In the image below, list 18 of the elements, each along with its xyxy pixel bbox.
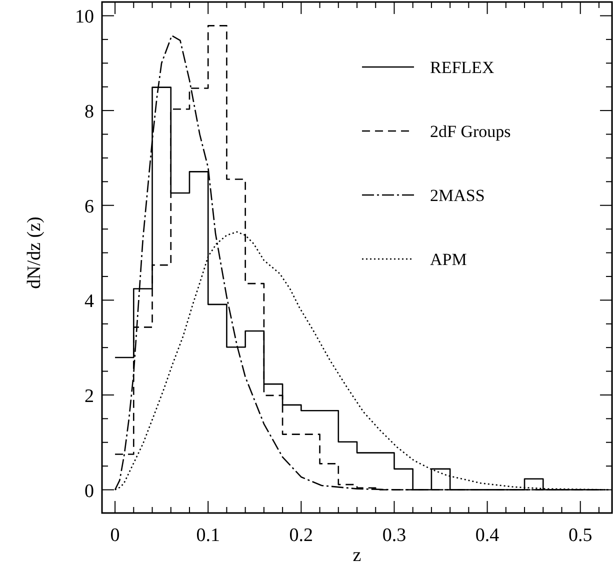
x-tick-label: 0.5 — [568, 525, 592, 546]
y-axis-title: dN/dz (z) — [24, 216, 45, 289]
x-tick-label: 0 — [110, 525, 120, 546]
y-tick-label: 10 — [75, 6, 94, 28]
legend-label: 2MASS — [430, 186, 485, 205]
legend-label: 2dF Groups — [430, 122, 511, 141]
x-tick-label: 0.4 — [475, 525, 500, 546]
x-axis-title: z — [352, 545, 362, 565]
y-tick-label: 8 — [84, 102, 94, 123]
x-tick-label: 0.1 — [196, 525, 220, 546]
y-tick-label: 0 — [84, 480, 94, 502]
y-tick-label: 4 — [84, 291, 94, 312]
y-tick-label: 2 — [84, 386, 94, 407]
legend-label: APM — [430, 250, 467, 269]
legend-label: REFLEX — [430, 58, 494, 77]
x-tick-label: 0.3 — [382, 525, 406, 546]
x-tick-label: 0.2 — [289, 525, 314, 546]
y-tick-label: 6 — [84, 196, 94, 218]
